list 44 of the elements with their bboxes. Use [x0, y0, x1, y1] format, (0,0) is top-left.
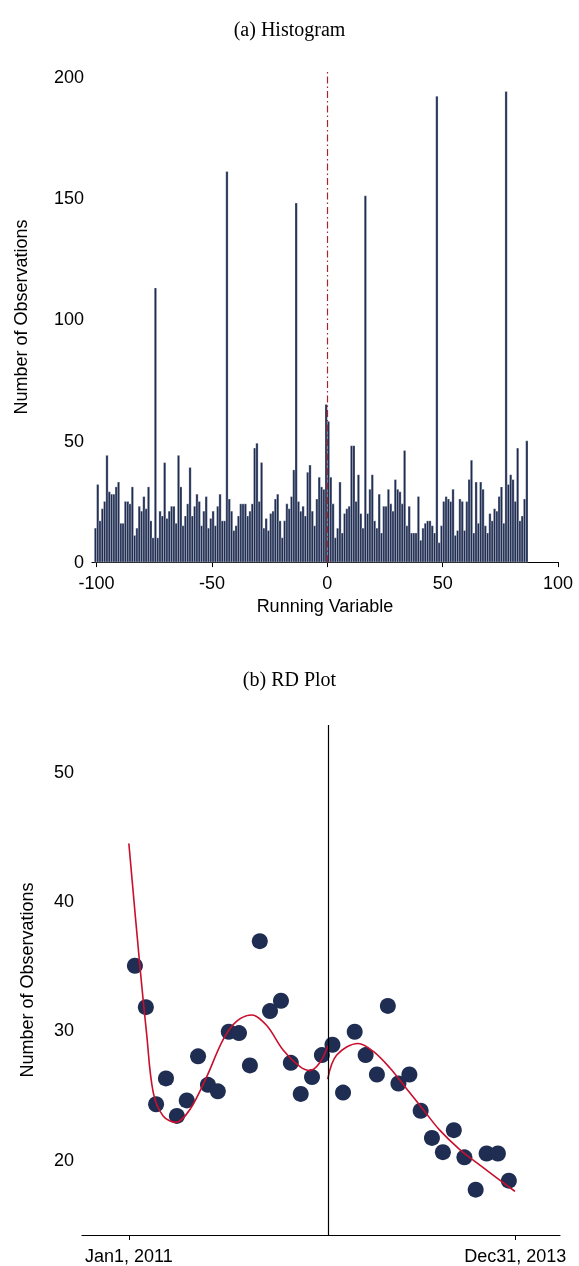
y-tick-label: 20 [53, 1149, 74, 1170]
x-tick-label: 0 [322, 573, 333, 594]
line-series [327, 1042, 516, 1192]
point [335, 1084, 352, 1101]
y-tick-label: 50 [63, 430, 84, 451]
point [445, 1122, 462, 1139]
y-tick-label: 0 [73, 552, 84, 573]
point [241, 1057, 258, 1074]
point [209, 1083, 226, 1100]
x-tick-label: Jan1, 2011 [85, 1246, 173, 1266]
y-tick-label: 50 [53, 761, 74, 782]
y-tick-label: 150 [53, 188, 84, 209]
y-tick-label: 30 [53, 1020, 74, 1041]
point [292, 1085, 309, 1102]
point [423, 1129, 440, 1146]
point [178, 1092, 195, 1109]
x-tick-label: -50 [198, 573, 225, 594]
point [467, 1181, 484, 1198]
point [379, 997, 396, 1014]
point [357, 1047, 374, 1064]
point [434, 1144, 451, 1161]
point [500, 1172, 517, 1189]
chart-title: (b) RD Plot [242, 668, 337, 691]
point [368, 1066, 385, 1083]
x-tick-label: 50 [432, 573, 453, 594]
point [346, 1023, 363, 1040]
chart-title: (a) Histogram [233, 18, 346, 41]
y-axis-title: Number of Observations [11, 219, 31, 415]
y-tick-label: 40 [53, 891, 74, 912]
point [251, 933, 268, 950]
x-tick-label: 100 [542, 573, 574, 594]
point [401, 1066, 418, 1083]
point [262, 1003, 279, 1020]
x-tick-label: -100 [78, 573, 115, 594]
point [272, 992, 289, 1009]
x-tick-label: Dec31, 2013 [464, 1246, 567, 1266]
point [231, 1025, 247, 1042]
point [304, 1069, 320, 1086]
y-axis-title: Number of Observations [17, 882, 37, 1078]
point [190, 1048, 207, 1065]
point [157, 1070, 174, 1087]
y-tick-label: 200 [53, 66, 84, 87]
x-axis-title: Running Variable [256, 596, 394, 616]
y-tick-label: 100 [53, 309, 84, 330]
